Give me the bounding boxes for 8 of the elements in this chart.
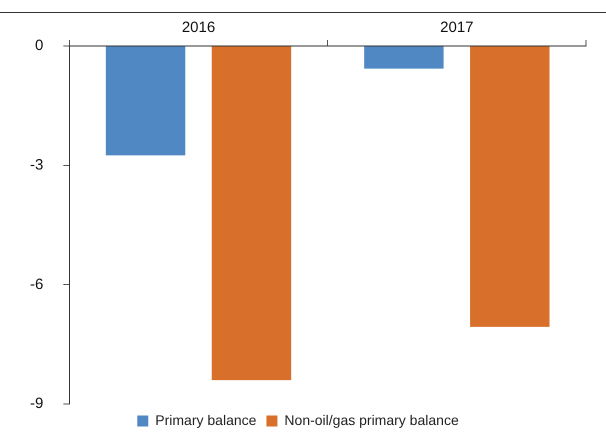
y-tick-label: -6 xyxy=(30,276,44,293)
legend-label: Primary balance xyxy=(155,412,257,428)
y-tick-label: 0 xyxy=(34,37,44,54)
y-tick-label: -3 xyxy=(30,156,44,174)
x-tick-label: 2017 xyxy=(440,19,474,36)
x-tick-label: 2016 xyxy=(182,19,216,36)
legend-label: Non-oil/gas primary balance xyxy=(284,412,459,428)
y-tick-label: -9 xyxy=(30,395,44,412)
